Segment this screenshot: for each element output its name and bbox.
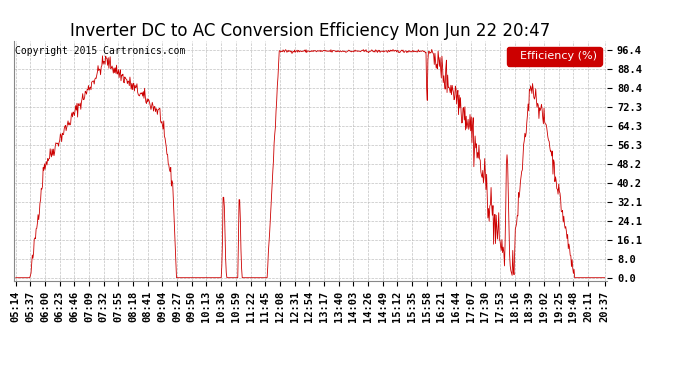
Title: Inverter DC to AC Conversion Efficiency Mon Jun 22 20:47: Inverter DC to AC Conversion Efficiency …: [70, 22, 551, 40]
Text: Copyright 2015 Cartronics.com: Copyright 2015 Cartronics.com: [15, 46, 186, 56]
Legend: Efficiency (%): Efficiency (%): [507, 47, 602, 66]
